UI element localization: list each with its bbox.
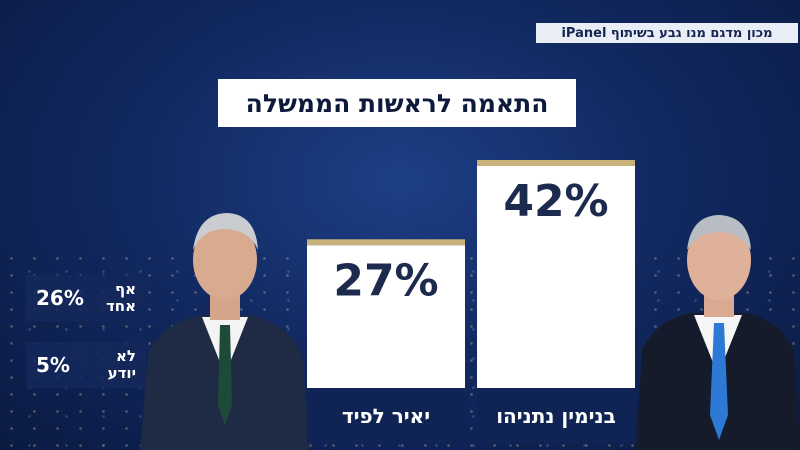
side-stat-dont-know: 5% לא יודע	[26, 342, 146, 388]
poll-source-text: מכון מדגם מנו גבע בשיתוף iPanel	[561, 25, 773, 41]
side-stat-none: 26% אף אחד	[26, 275, 146, 321]
side-stat-dont-know-value: 5%	[36, 353, 70, 377]
bar-1	[307, 245, 465, 388]
bar-top-accent	[307, 239, 465, 246]
side-stat-none-value: 26%	[36, 286, 84, 310]
bar-label-bg	[307, 388, 465, 443]
data-label: 42%	[503, 176, 608, 227]
lapid-portrait	[140, 213, 310, 450]
side-stat-dont-know-label: לא יודע	[107, 347, 136, 382]
category-label: יאיר לפיד	[342, 404, 430, 428]
category-label: בנימין נתניהו	[496, 404, 616, 428]
data-label: 27%	[333, 255, 438, 306]
netanyahu-portrait	[636, 215, 800, 450]
poll-source-banner: מכון מדגם מנו גבע בשיתוף iPanel	[536, 23, 798, 43]
side-stat-none-label: אף אחד	[105, 280, 136, 315]
bar-label-bg	[477, 388, 635, 443]
bar-top-accent	[477, 160, 635, 166]
chart-title: התאמה לראשות הממשלה	[218, 79, 576, 127]
bar-0	[477, 166, 635, 388]
